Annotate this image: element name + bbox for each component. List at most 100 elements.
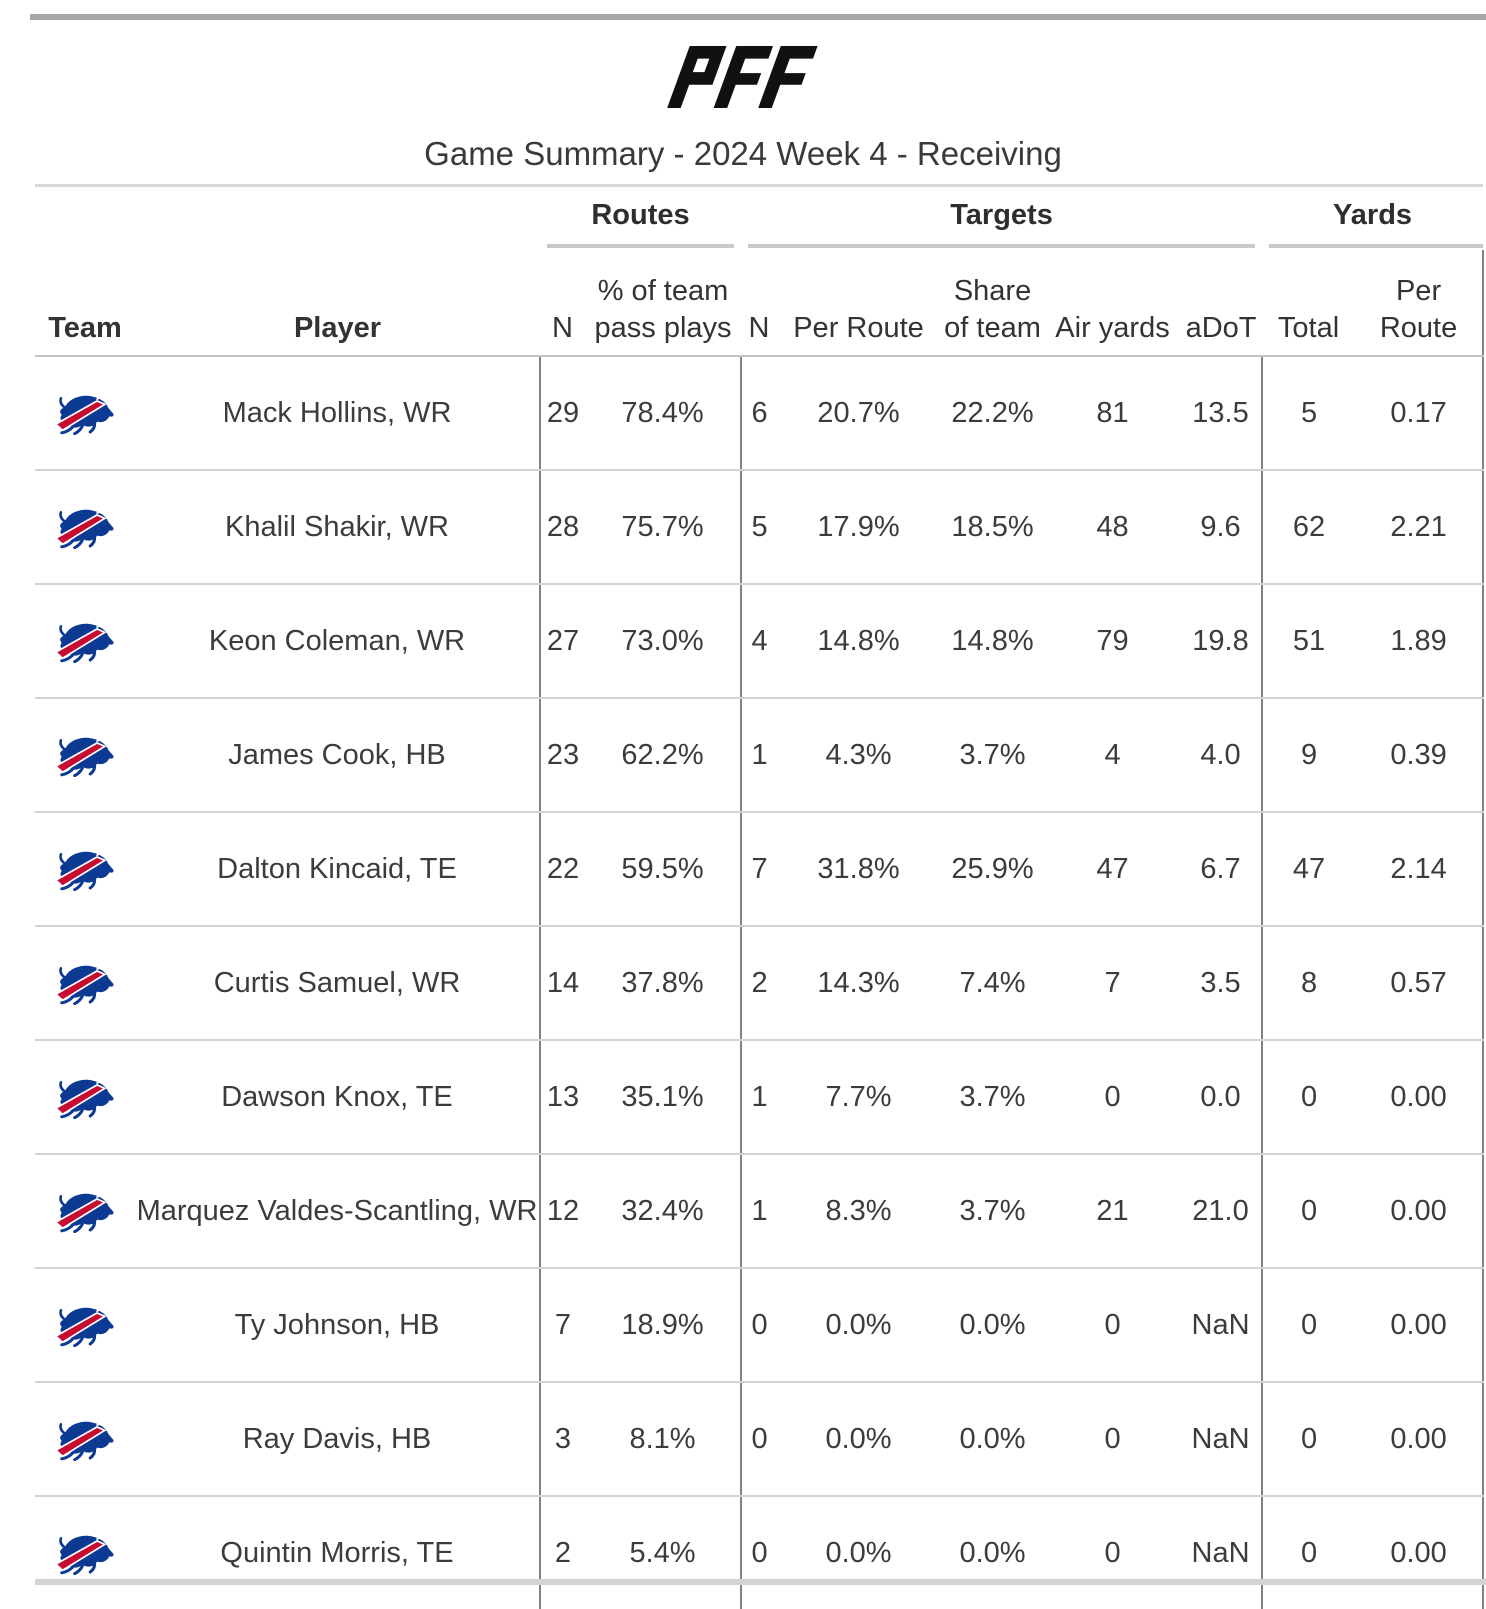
player-cell: James Cook, HB <box>135 698 540 813</box>
targets-n-cell: 0 <box>740 1496 778 1609</box>
pff-logo <box>0 46 1486 113</box>
air-yards-cell: 79 <box>1045 584 1181 699</box>
pff-logo-icon <box>667 46 818 108</box>
share-of-team-cell: 22.2% <box>940 356 1046 471</box>
routes-pct-cell: 8.1% <box>585 1382 742 1497</box>
yards-per-route-cell: 1.89 <box>1355 584 1485 699</box>
routes-n-cell: 12 <box>539 1154 585 1269</box>
player-cell: Ray Davis, HB <box>135 1382 540 1497</box>
player-cell: Curtis Samuel, WR <box>135 926 540 1041</box>
targets-per-route-cell: 0.0% <box>777 1382 941 1497</box>
routes-pct-cell: 59.5% <box>585 812 742 927</box>
team-cell <box>35 470 135 585</box>
bills-logo-icon <box>54 1193 114 1233</box>
title-rule <box>35 184 1483 187</box>
air-yards-cell: 47 <box>1045 812 1181 927</box>
adot-cell: 3.5 <box>1180 926 1263 1041</box>
group-spacer <box>35 197 540 250</box>
targets-per-route-cell: 14.8% <box>777 584 941 699</box>
share-of-team-cell: 25.9% <box>940 812 1046 927</box>
yards-per-route-cell: 0.00 <box>1355 1268 1485 1383</box>
targets-per-route-cell: 8.3% <box>777 1154 941 1269</box>
group-yards-underline <box>1269 244 1484 248</box>
adot-cell: 9.6 <box>1180 470 1263 585</box>
table-row: Marquez Valdes-Scantling, WR 12 32.4% 1 … <box>35 1154 1485 1269</box>
targets-n-cell: 5 <box>740 470 778 585</box>
group-yards: Yards <box>1262 197 1484 250</box>
team-cell <box>35 1154 135 1269</box>
col-header-air-yards: Air yards <box>1045 250 1181 357</box>
yards-total-cell: 9 <box>1261 698 1356 813</box>
yards-per-route-cell: 0.00 <box>1355 1382 1485 1497</box>
air-yards-cell: 4 <box>1045 698 1181 813</box>
air-yards-cell: 0 <box>1045 1382 1181 1497</box>
bills-logo-icon <box>54 623 114 663</box>
targets-per-route-cell: 7.7% <box>777 1040 941 1155</box>
table-row: Ray Davis, HB 3 8.1% 0 0.0% 0.0% 0 NaN 0… <box>35 1382 1485 1497</box>
col-header-routes-pct: % of team pass plays <box>585 250 742 357</box>
targets-n-cell: 1 <box>740 698 778 813</box>
team-cell <box>35 356 135 471</box>
adot-cell: NaN <box>1191 1536 1250 1569</box>
air-yards-cell: 81 <box>1045 356 1181 471</box>
yards-total-cell: 0 <box>1261 1382 1356 1497</box>
team-cell <box>35 812 135 927</box>
targets-n-cell: 0 <box>740 1268 778 1383</box>
col-header-adot: aDoT <box>1180 250 1263 357</box>
yards-total-cell: 47 <box>1261 812 1356 927</box>
share-of-team-cell: 0.0% <box>940 1268 1046 1383</box>
targets-n-cell: 7 <box>740 812 778 927</box>
bills-logo-icon <box>54 1079 114 1119</box>
yards-total-cell: 0 <box>1261 1268 1356 1383</box>
yards-total-cell: 5 <box>1261 356 1356 471</box>
bills-logo-icon <box>54 1307 114 1347</box>
yards-total-cell: 51 <box>1261 584 1356 699</box>
adot-cell: 4.0 <box>1180 698 1263 813</box>
routes-pct-cell: 18.9% <box>585 1268 742 1383</box>
yards-total-cell: 8 <box>1261 926 1356 1041</box>
table-row: Quintin Morris, TE 2 5.4% 0 0.0% 0.0% 0 … <box>35 1496 1485 1609</box>
bills-logo-icon <box>54 1535 114 1575</box>
bottom-divider-bar <box>35 1579 1486 1585</box>
routes-n-cell: 2 <box>539 1496 585 1609</box>
group-routes-label: Routes <box>591 199 690 231</box>
yards-per-route-cell: 0.00 <box>1355 1154 1485 1269</box>
share-of-team-cell: 0.0% <box>959 1536 1026 1569</box>
share-of-team-cell: 18.5% <box>940 470 1046 585</box>
routes-pct-cell: 73.0% <box>585 584 742 699</box>
col-header-targets-n: N <box>741 250 778 357</box>
yards-per-route-cell: 2.21 <box>1355 470 1485 585</box>
table-row: Mack Hollins, WR 29 78.4% 6 20.7% 22.2% … <box>35 356 1485 471</box>
column-group-row: Routes Targets Yards <box>35 197 1484 250</box>
table-row: James Cook, HB 23 62.2% 1 4.3% 3.7% 4 4.… <box>35 698 1485 813</box>
share-of-team-cell: 3.7% <box>940 1040 1046 1155</box>
share-of-team-cell: 3.7% <box>940 698 1046 813</box>
targets-n-cell: 2 <box>740 926 778 1041</box>
col-header-total: Total <box>1262 250 1356 357</box>
group-yards-label: Yards <box>1333 199 1413 231</box>
receiving-table: Routes Targets Yards Team Player N % of … <box>35 197 1485 1609</box>
routes-n-cell: 23 <box>539 698 585 813</box>
routes-n-cell: 29 <box>539 356 585 471</box>
targets-n-cell: 1 <box>740 1154 778 1269</box>
table-body: Mack Hollins, WR 29 78.4% 6 20.7% 22.2% … <box>35 356 1485 1609</box>
targets-per-route-cell: 4.3% <box>777 698 941 813</box>
share-of-team-cell: 0.0% <box>940 1382 1046 1497</box>
adot-cell: NaN <box>1180 1268 1263 1383</box>
air-yards-cell: 0 <box>1045 1040 1181 1155</box>
routes-n-cell: 28 <box>539 470 585 585</box>
yards-per-route-cell: 0.00 <box>1355 1040 1485 1155</box>
yards-total-cell: 0 <box>1261 1040 1356 1155</box>
player-cell: Khalil Shakir, WR <box>135 470 540 585</box>
targets-per-route-cell: 17.9% <box>777 470 941 585</box>
routes-pct-cell: 62.2% <box>585 698 742 813</box>
routes-pct-cell: 78.4% <box>585 356 742 471</box>
table-row: Ty Johnson, HB 7 18.9% 0 0.0% 0.0% 0 NaN… <box>35 1268 1485 1383</box>
routes-n-cell: 27 <box>539 584 585 699</box>
col-header-share-of-team: Share of team <box>940 250 1046 357</box>
player-cell: Mack Hollins, WR <box>135 356 540 471</box>
bills-logo-icon <box>54 1421 114 1461</box>
table-row: Dawson Knox, TE 13 35.1% 1 7.7% 3.7% 0 0… <box>35 1040 1485 1155</box>
player-cell: Marquez Valdes-Scantling, WR <box>135 1154 540 1269</box>
group-targets-label: Targets <box>950 199 1053 231</box>
